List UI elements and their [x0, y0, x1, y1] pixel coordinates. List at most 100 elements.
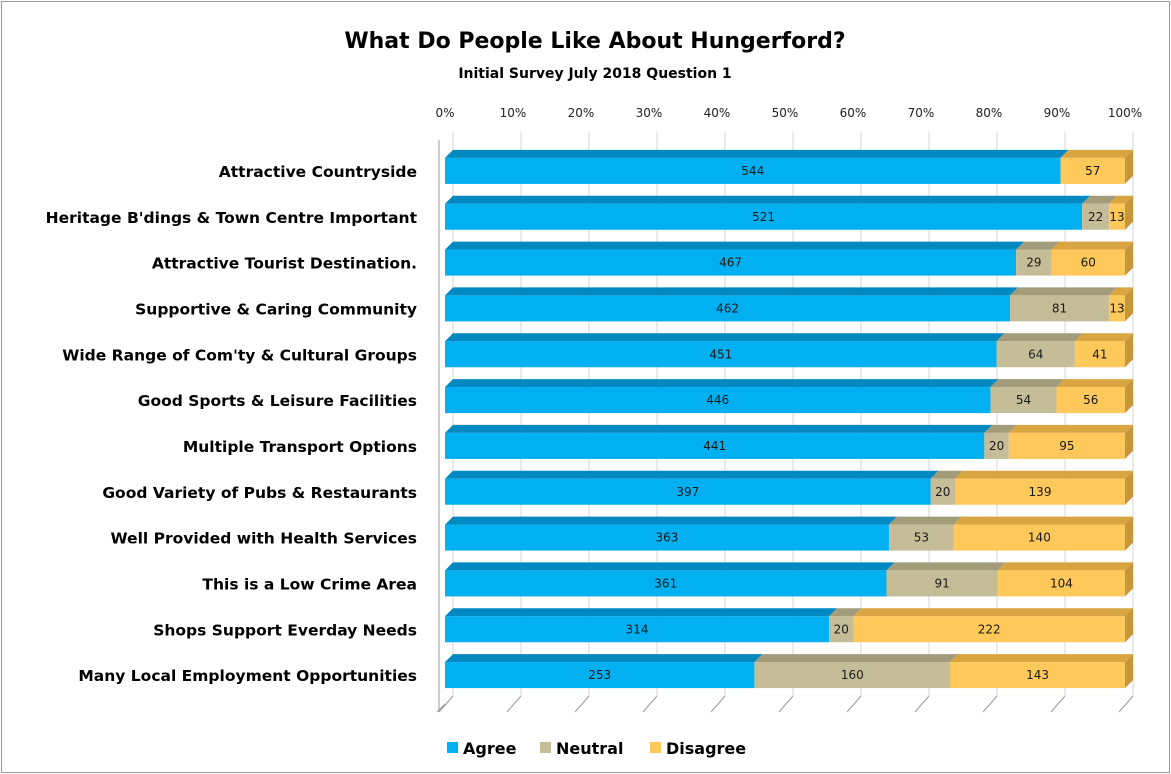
legend-label: Neutral: [556, 739, 623, 758]
legend-item-agree: Agree: [447, 739, 517, 758]
floor-gridline: [710, 695, 726, 713]
data-label: 29: [1026, 256, 1041, 270]
floor-gridline: [982, 695, 998, 713]
bar-front-face: [1109, 203, 1125, 230]
bar-front-face: [950, 662, 1125, 689]
bar-top-face: [1016, 241, 1060, 250]
data-label: 544: [741, 164, 764, 178]
bar-front-face: [1074, 341, 1125, 368]
legend-swatch: [650, 742, 661, 753]
data-label: 104: [1050, 576, 1073, 590]
bar-top-face: [1008, 424, 1133, 433]
data-label: 314: [626, 622, 649, 636]
x-tick-label: 50%: [772, 106, 799, 120]
bar-agree-8: [445, 516, 897, 551]
floor-gridline: [438, 695, 454, 713]
x-tick-label: 60%: [840, 106, 867, 120]
data-label: 95: [1059, 439, 1074, 453]
bar-side-face: [1125, 654, 1133, 689]
bar-front-face: [1060, 157, 1125, 184]
bar-top-face: [930, 470, 963, 479]
bar-agree-0: [445, 149, 1069, 184]
bar-front-face: [445, 432, 985, 459]
bar-front-face: [930, 478, 955, 505]
floor-gridline: [1118, 695, 1134, 713]
bar-top-face: [1074, 333, 1133, 342]
x-tick-label: 30%: [636, 106, 663, 120]
data-label: 397: [676, 485, 699, 499]
x-tick-label: 70%: [908, 106, 935, 120]
bar-front-face: [829, 616, 854, 643]
chart-subtitle: Initial Survey July 2018 Question 1: [458, 66, 731, 82]
bar-front-face: [754, 662, 951, 689]
bar-disagree-3: [1109, 287, 1133, 322]
x-axis-ticks: 0% 10% 20% 30% 40% 50% 60% 70% 80% 90% 100%: [435, 106, 1142, 120]
bar-top-face: [445, 333, 1005, 342]
bar-neutral-2: [1016, 241, 1060, 276]
category-labels: Attractive Countryside Heritage B'dings &…: [46, 163, 418, 685]
data-label: 143: [1026, 668, 1049, 682]
floor-gridline: [506, 695, 522, 713]
chart-title: What Do People Like About Hungerford?: [344, 29, 845, 54]
bar-side-face: [1125, 608, 1133, 643]
bar-front-face: [953, 524, 1125, 551]
bar-front-face: [1051, 249, 1125, 276]
bar-disagree-7: [955, 470, 1133, 505]
data-label: 441: [703, 439, 726, 453]
data-label: 20: [989, 439, 1004, 453]
bar-front-face: [997, 570, 1125, 597]
category-label: Good Sports & Leisure Facilities: [138, 392, 417, 410]
data-label: 91: [935, 576, 950, 590]
data-label: 53: [914, 531, 929, 545]
legend-label: Disagree: [666, 739, 746, 758]
bar-front-face: [1109, 295, 1125, 322]
bar-agree-7: [445, 470, 939, 505]
bar-top-face: [445, 149, 1069, 158]
bar-top-face: [1010, 287, 1118, 296]
floor-gridline: [1050, 695, 1066, 713]
bar-agree-4: [445, 333, 1005, 368]
bar-top-face: [1056, 379, 1133, 388]
bar-disagree-0: [1060, 149, 1133, 184]
bar-top-face: [445, 287, 1019, 296]
bar-agree-9: [445, 562, 895, 597]
legend-swatch: [540, 742, 551, 753]
bar-top-face: [853, 608, 1133, 617]
legend: Agree Neutral Disagree: [447, 739, 746, 758]
bar-top-face: [445, 195, 1091, 204]
bar-front-face: [1010, 295, 1110, 322]
bar-top-face: [1109, 195, 1133, 204]
data-label: 20: [834, 622, 849, 636]
bar-disagree-6: [1008, 424, 1133, 459]
data-label: 160: [841, 668, 864, 682]
bar-front-face: [445, 157, 1061, 184]
bar-agree-3: [445, 287, 1019, 322]
bar-disagree-1: [1109, 195, 1133, 230]
data-label: 54: [1016, 393, 1031, 407]
bar-top-face: [445, 516, 897, 525]
bar-agree-1: [445, 195, 1091, 230]
bar-top-face: [950, 654, 1133, 663]
x-tick-label: 0%: [435, 106, 454, 120]
floor-gridline: [642, 695, 658, 713]
bar-neutral-11: [754, 654, 959, 689]
bar-top-face: [990, 379, 1065, 388]
legend-label: Agree: [463, 739, 517, 758]
floor-gridline: [778, 695, 794, 713]
bar-neutral-6: [984, 424, 1017, 459]
data-label: 462: [716, 301, 739, 315]
bar-disagree-10: [853, 608, 1133, 643]
x-tick-label: 100%: [1108, 106, 1142, 120]
category-label: Attractive Tourist Destination.: [152, 255, 417, 273]
bar-agree-5: [445, 379, 999, 414]
x-tick-label: 40%: [704, 106, 731, 120]
bar-top-face: [1082, 195, 1118, 204]
bar-side-face: [1125, 241, 1133, 276]
floor-left-edge: [436, 703, 446, 713]
data-label: 13: [1109, 210, 1124, 224]
bar-front-face: [1008, 432, 1125, 459]
floor-gridline: [574, 695, 590, 713]
bar-side-face: [1125, 195, 1133, 230]
data-label: 57: [1085, 164, 1100, 178]
